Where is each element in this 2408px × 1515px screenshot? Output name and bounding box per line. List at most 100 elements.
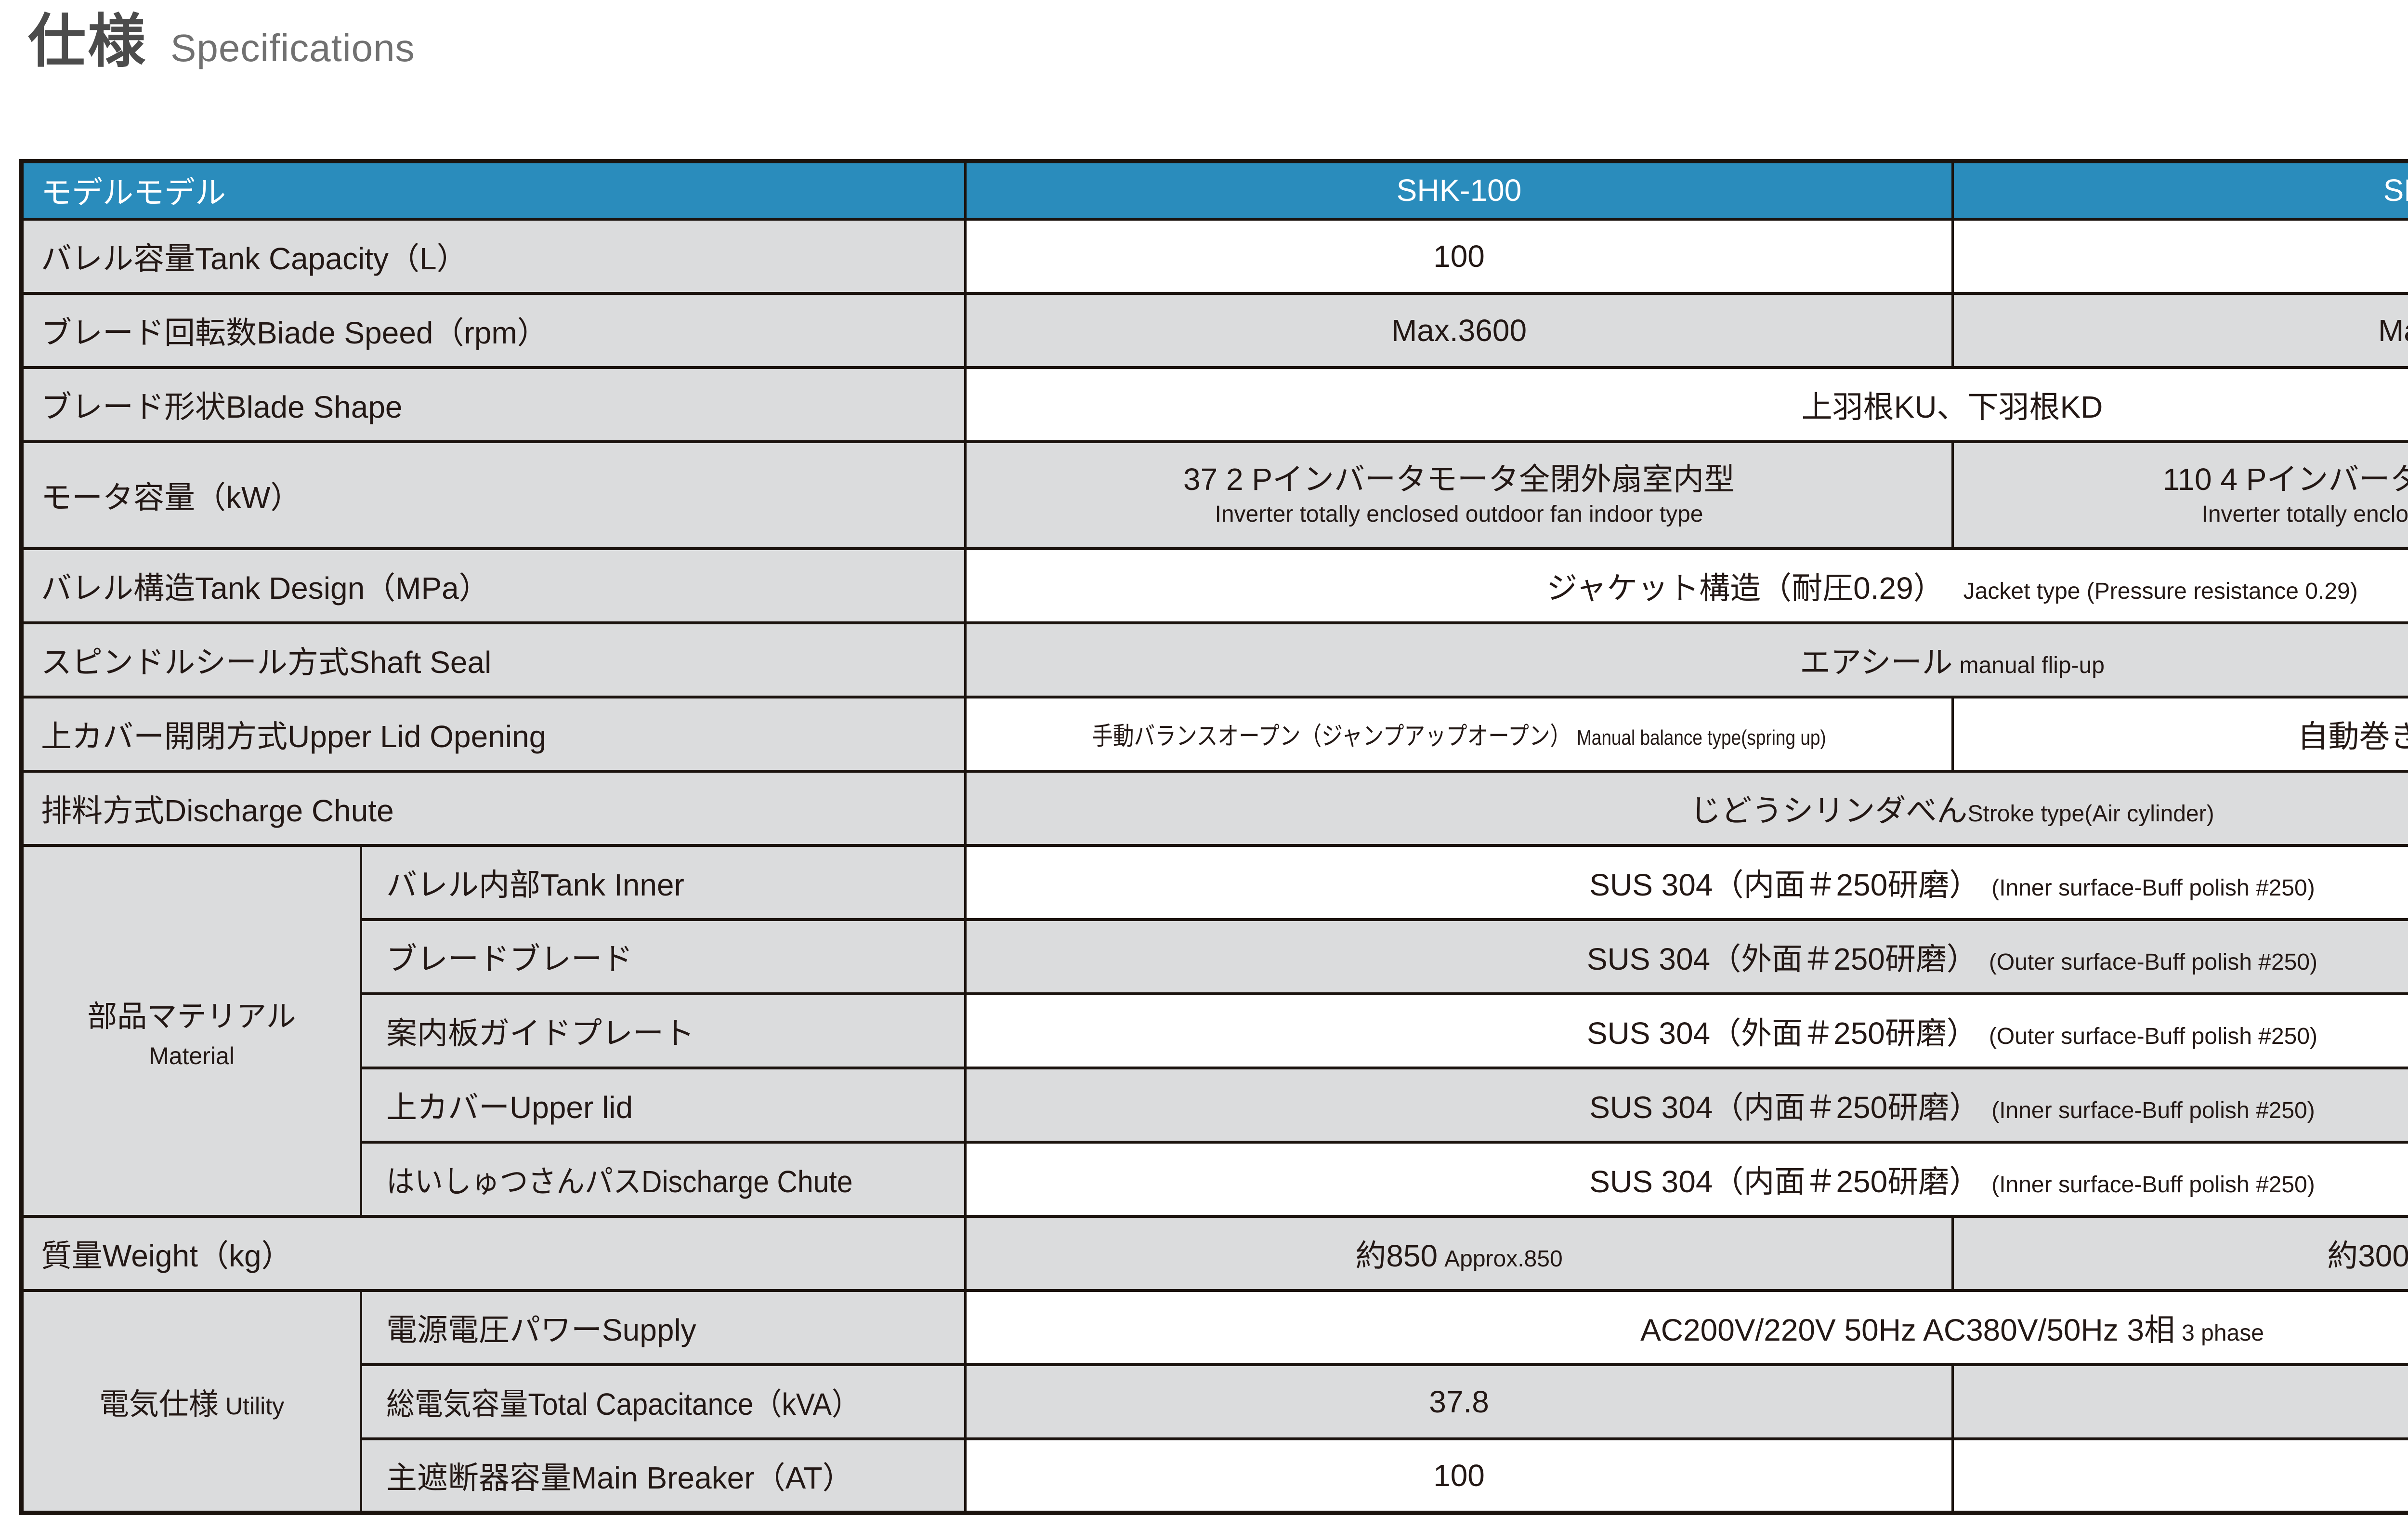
material-blade-main: SUS 304（外面＃250研磨） bbox=[1587, 942, 1977, 976]
total-capacitance-label: 総電気容量Total Capacitance（kVA） bbox=[361, 1365, 966, 1439]
total-capacitance-shk300: 111 bbox=[1953, 1365, 2408, 1439]
motor-capacity-label: モータ容量（kW） bbox=[22, 442, 966, 549]
material-tank-inner-main: SUS 304（内面＃250研磨） bbox=[1589, 868, 1980, 902]
blade-shape-value: 上羽根KU、下羽根KD bbox=[966, 368, 2408, 442]
row-material-blade: ブレードブレード SUS 304（外面＃250研磨） (Outer surface… bbox=[22, 920, 2408, 994]
lid-opening-shk100-main: 手動バランスオープン（ジャンプアップオープン） bbox=[1092, 723, 1571, 751]
material-upper-lid-label: 上カバーUpper lid bbox=[361, 1068, 966, 1142]
row-shaft-seal: スピンドルシール方式Shaft Seal エアシール manual flip-up bbox=[22, 623, 2408, 697]
main-breaker-label: 主遮断器容量Main Breaker（AT） bbox=[361, 1439, 966, 1513]
lid-opening-shk100-sub: Manual balance type(spring up) bbox=[1577, 726, 1826, 750]
blade-speed-label: ブレード回転数Biade Speed（rpm） bbox=[22, 293, 966, 368]
main-breaker-shk100: 100 bbox=[966, 1439, 1953, 1513]
row-blade-speed: ブレード回転数Biade Speed（rpm） Max.3600 Max.240… bbox=[22, 293, 2408, 368]
shaft-seal-main: エアシール bbox=[1800, 645, 1952, 680]
page-title-japanese: 仕様 bbox=[28, 7, 147, 76]
power-supply-label: 電源電圧パワーSupply bbox=[361, 1291, 966, 1365]
specifications-table: モデルモデル SHK-100 SHK-300 バレル容量Tank Capacit… bbox=[19, 159, 2408, 1515]
material-guide-plate-main: SUS 304（外面＃250研磨） bbox=[1587, 1016, 1977, 1051]
weight-shk100-main: 約850 bbox=[1355, 1238, 1438, 1273]
main-breaker-shk300: 250 bbox=[1953, 1439, 2408, 1513]
header-model-shk300: SHK-300 bbox=[1953, 161, 2408, 219]
material-blade-label: ブレードブレード bbox=[361, 920, 966, 994]
weight-label: 質量Weight（kg） bbox=[22, 1216, 966, 1291]
tank-capacity-shk100: 100 bbox=[966, 219, 1953, 293]
discharge-chute-sub: Stroke type(Air cylinder) bbox=[1967, 801, 2214, 827]
blade-speed-shk100: Max.3600 bbox=[966, 293, 1953, 368]
blade-shape-label: ブレード形状Blade Shape bbox=[22, 368, 966, 442]
material-upper-lid-main: SUS 304（内面＃250研磨） bbox=[1589, 1090, 1980, 1125]
row-blade-shape: ブレード形状Blade Shape 上羽根KU、下羽根KD bbox=[22, 368, 2408, 442]
weight-shk300-main: 約3000 bbox=[2327, 1238, 2408, 1273]
material-blade-sub: (Outer surface-Buff polish #250) bbox=[1989, 949, 2317, 975]
row-tank-capacity: バレル容量Tank Capacity（L） 100 300 bbox=[22, 219, 2408, 293]
row-tank-design: バレル構造Tank Design（MPa） ジャケット構造（耐圧0.29） Jac… bbox=[22, 549, 2408, 623]
power-supply-sub: 3 phase bbox=[2182, 1320, 2264, 1346]
material-upper-lid-value: SUS 304（内面＃250研磨） (Inner surface-Buff pol… bbox=[966, 1068, 2408, 1142]
material-upper-lid-sub: (Inner surface-Buff polish #250) bbox=[1991, 1098, 2315, 1123]
material-group-main: 部品マテリアル bbox=[24, 992, 360, 1035]
tank-capacity-shk300: 300 bbox=[1953, 219, 2408, 293]
tank-capacity-label: バレル容量Tank Capacity（L） bbox=[22, 219, 966, 293]
tank-design-main: ジャケット構造（耐圧0.29） bbox=[1546, 571, 1944, 606]
row-material-discharge: はいしゅつさんパスDischarge Chute SUS 304（内面＃250研… bbox=[22, 1142, 2408, 1216]
material-guide-plate-label: 案内板ガイドプレート bbox=[361, 994, 966, 1068]
page-title: 仕様 Specifications bbox=[28, 7, 415, 76]
discharge-chute-main: じどうシリンダべん bbox=[1690, 793, 1967, 828]
shaft-seal-sub: manual flip-up bbox=[1959, 653, 2105, 678]
material-guide-plate-value: SUS 304（外面＃250研磨） (Outer surface-Buff pol… bbox=[966, 994, 2408, 1068]
weight-shk300: 約3000Approx.3000 bbox=[1953, 1216, 2408, 1291]
page-title-english: Specifications bbox=[170, 26, 415, 70]
total-capacitance-shk100: 37.8 bbox=[966, 1365, 1953, 1439]
header-model-label: モデルモデル bbox=[22, 161, 966, 219]
row-lid-opening: 上カバー開閉方式Upper Lid Opening 手動バランスオープン（ジャン… bbox=[22, 697, 2408, 771]
lid-opening-label: 上カバー開閉方式Upper Lid Opening bbox=[22, 697, 966, 771]
total-capacitance-label-text: 総電気容量Total Capacitance（kVA） bbox=[386, 1380, 860, 1424]
blade-speed-shk300: Max.2400 bbox=[1953, 293, 2408, 368]
material-discharge-label: はいしゅつさんパスDischarge Chute bbox=[361, 1142, 966, 1216]
row-total-capacitance: 総電気容量Total Capacitance（kVA） 37.8 111 bbox=[22, 1365, 2408, 1439]
material-discharge-label-text: はいしゅつさんパスDischarge Chute bbox=[386, 1157, 852, 1201]
row-material-guide-plate: 案内板ガイドプレート SUS 304（外面＃250研磨） (Outer surfa… bbox=[22, 994, 2408, 1068]
header-row: モデルモデル SHK-100 SHK-300 bbox=[22, 161, 2408, 219]
material-blade-value: SUS 304（外面＃250研磨） (Outer surface-Buff pol… bbox=[966, 920, 2408, 994]
material-discharge-main: SUS 304（内面＃250研磨） bbox=[1589, 1164, 1980, 1199]
power-supply-value: AC200V/220V 50Hz AC380V/50Hz 3相 3 phase bbox=[966, 1291, 2408, 1365]
motor-shk100-main: 37 2 Pインバータモータ全閉外扇室内型 bbox=[967, 462, 1951, 498]
material-tank-inner-sub: (Inner surface-Buff polish #250) bbox=[1991, 875, 2315, 901]
weight-shk100-sub: Approx.850 bbox=[1444, 1246, 1563, 1272]
utility-group-sub: Utility bbox=[225, 1393, 284, 1420]
material-tank-inner-label: バレル内部Tank Inner bbox=[361, 845, 966, 920]
material-group-sub: Material bbox=[24, 1042, 360, 1070]
material-group-cell: 部品マテリアル Material bbox=[22, 845, 361, 1216]
utility-group-main: 電気仕様 bbox=[99, 1388, 219, 1421]
header-model-shk100: SHK-100 bbox=[966, 161, 1953, 219]
motor-capacity-shk300: 110 4 Pインバータモータ全閉外扇室内型 Inverter totally … bbox=[1953, 442, 2408, 549]
row-discharge-chute: 排料方式Discharge Chute じどうシリンダべんStroke type… bbox=[22, 771, 2408, 845]
lid-opening-shk100-text: 手動バランスオープン（ジャンプアップオープン）Manual balance ty… bbox=[1092, 716, 1826, 752]
row-motor-capacity: モータ容量（kW） 37 2 Pインバータモータ全閉外扇室内型 Inverter… bbox=[22, 442, 2408, 549]
motor-capacity-shk100: 37 2 Pインバータモータ全閉外扇室内型 Inverter totally e… bbox=[966, 442, 1953, 549]
material-tank-inner-value: SUS 304（内面＃250研磨） (Inner surface-Buff pol… bbox=[966, 845, 2408, 920]
power-supply-main: AC200V/220V 50Hz AC380V/50Hz 3相 bbox=[1640, 1313, 2175, 1347]
tank-design-sub: Jacket type (Pressure resistance 0.29) bbox=[1963, 579, 2358, 604]
shaft-seal-value: エアシール manual flip-up bbox=[966, 623, 2408, 697]
discharge-chute-value: じどうシリンダべんStroke type(Air cylinder) bbox=[966, 771, 2408, 845]
row-material-upper-lid: 上カバーUpper lid SUS 304（内面＃250研磨） (Inner su… bbox=[22, 1068, 2408, 1142]
shaft-seal-label: スピンドルシール方式Shaft Seal bbox=[22, 623, 966, 697]
row-material-tank-inner: 部品マテリアル Material バレル内部Tank Inner SUS 304… bbox=[22, 845, 2408, 920]
material-discharge-value: SUS 304（内面＃250研磨）(Inner surface-Buff pol… bbox=[966, 1142, 2408, 1216]
tank-design-value: ジャケット構造（耐圧0.29） Jacket type (Pressure res… bbox=[966, 549, 2408, 623]
row-main-breaker: 主遮断器容量Main Breaker（AT） 100 250 bbox=[22, 1439, 2408, 1513]
lid-opening-shk300-main: 自動巻き上げ bbox=[2297, 719, 2408, 754]
motor-shk300-sub: Inverter totally enclosed outdoor fan in… bbox=[1954, 501, 2408, 528]
discharge-chute-label: 排料方式Discharge Chute bbox=[22, 771, 966, 845]
material-guide-plate-sub: (Outer surface-Buff polish #250) bbox=[1989, 1024, 2317, 1049]
tank-design-label: バレル構造Tank Design（MPa） bbox=[22, 549, 966, 623]
lid-opening-shk100: 手動バランスオープン（ジャンプアップオープン）Manual balance ty… bbox=[966, 697, 1953, 771]
